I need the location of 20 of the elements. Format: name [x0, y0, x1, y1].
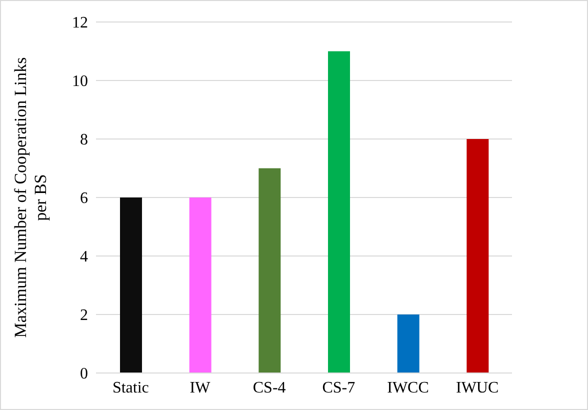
y-axis-title: Maximum Number of Cooperation Links per BS: [11, 57, 50, 338]
y-tick-label: 4: [80, 248, 88, 266]
bar: [466, 139, 489, 373]
bar: [328, 51, 350, 373]
y-tick-label: 10: [72, 73, 88, 90]
bar: [189, 198, 212, 373]
x-tick-label: IWUC: [456, 379, 499, 396]
y-tick-label: 12: [72, 14, 88, 32]
x-tick-label: IW: [190, 379, 212, 396]
y-tick-label: 6: [80, 190, 88, 208]
bar: [120, 198, 142, 373]
x-tick-label: Static: [112, 379, 149, 396]
x-tick-label: IWCC: [387, 379, 429, 396]
y-tick-label: 0: [80, 366, 88, 383]
bar: [258, 168, 281, 373]
y-tick-label: 2: [80, 307, 88, 324]
x-tick-label: CS-4: [252, 379, 286, 396]
bar: [397, 314, 420, 373]
y-tick-label: 8: [80, 132, 88, 149]
x-tick-label: CS-7: [322, 379, 356, 396]
